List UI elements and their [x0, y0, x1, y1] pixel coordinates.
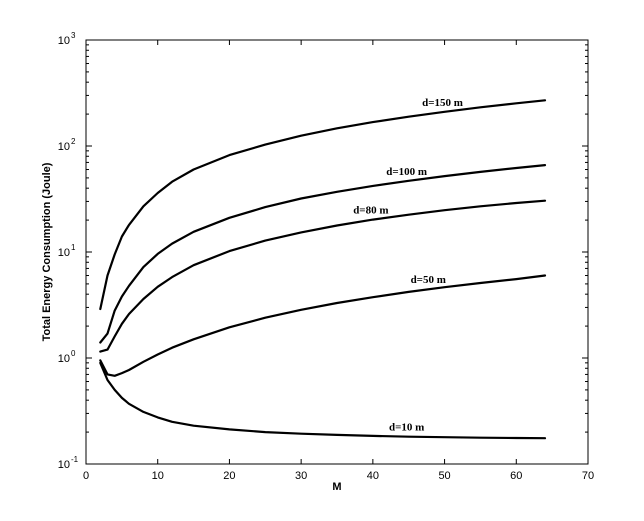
series-labels: d=150 m d=100 m d=80 m d=50 m d=10 m [353, 97, 463, 434]
series-label-0: d=150 m [422, 97, 463, 109]
x-tick-label: 20 [223, 470, 235, 482]
series-line-2 [99, 199, 547, 353]
x-tick-label: 10 [152, 470, 164, 482]
x-tick-label: 40 [367, 470, 379, 482]
x-axis: 0 10 20 30 40 50 60 70 [83, 40, 594, 482]
y-tick-exponent: 3 [71, 31, 76, 40]
y-axis-title: Total Energy Consumption (Joule) [41, 162, 53, 341]
y-tick-label: 10 [58, 35, 70, 47]
y-tick-exponent: 1 [71, 243, 76, 252]
x-tick-label: 50 [438, 470, 450, 482]
y-tick-exponent: 0 [71, 349, 76, 358]
series-line-4 [99, 361, 547, 440]
series-label-1: d=100 m [386, 166, 427, 178]
x-tick-label: 70 [582, 470, 594, 482]
x-axis-title: M [332, 481, 341, 493]
y-tick-label: 10 [58, 353, 70, 365]
series-label-3: d=50 m [411, 274, 446, 286]
y-tick-label: 10 [58, 247, 70, 259]
x-tick-label: 0 [83, 470, 89, 482]
series-line-0 [99, 99, 547, 311]
y-tick-label: 10 [58, 141, 70, 153]
y-tick-label: 10 [58, 459, 70, 471]
y-tick-exponent: -1 [71, 455, 79, 464]
x-tick-label: 60 [510, 470, 522, 482]
series-line-1 [99, 164, 547, 344]
series-curves [99, 99, 547, 440]
series-line-3 [99, 274, 547, 377]
x-tick-label: 30 [295, 470, 307, 482]
series-label-4: d=10 m [389, 422, 424, 434]
y-tick-exponent: 2 [71, 137, 76, 146]
series-label-2: d=80 m [353, 205, 388, 217]
